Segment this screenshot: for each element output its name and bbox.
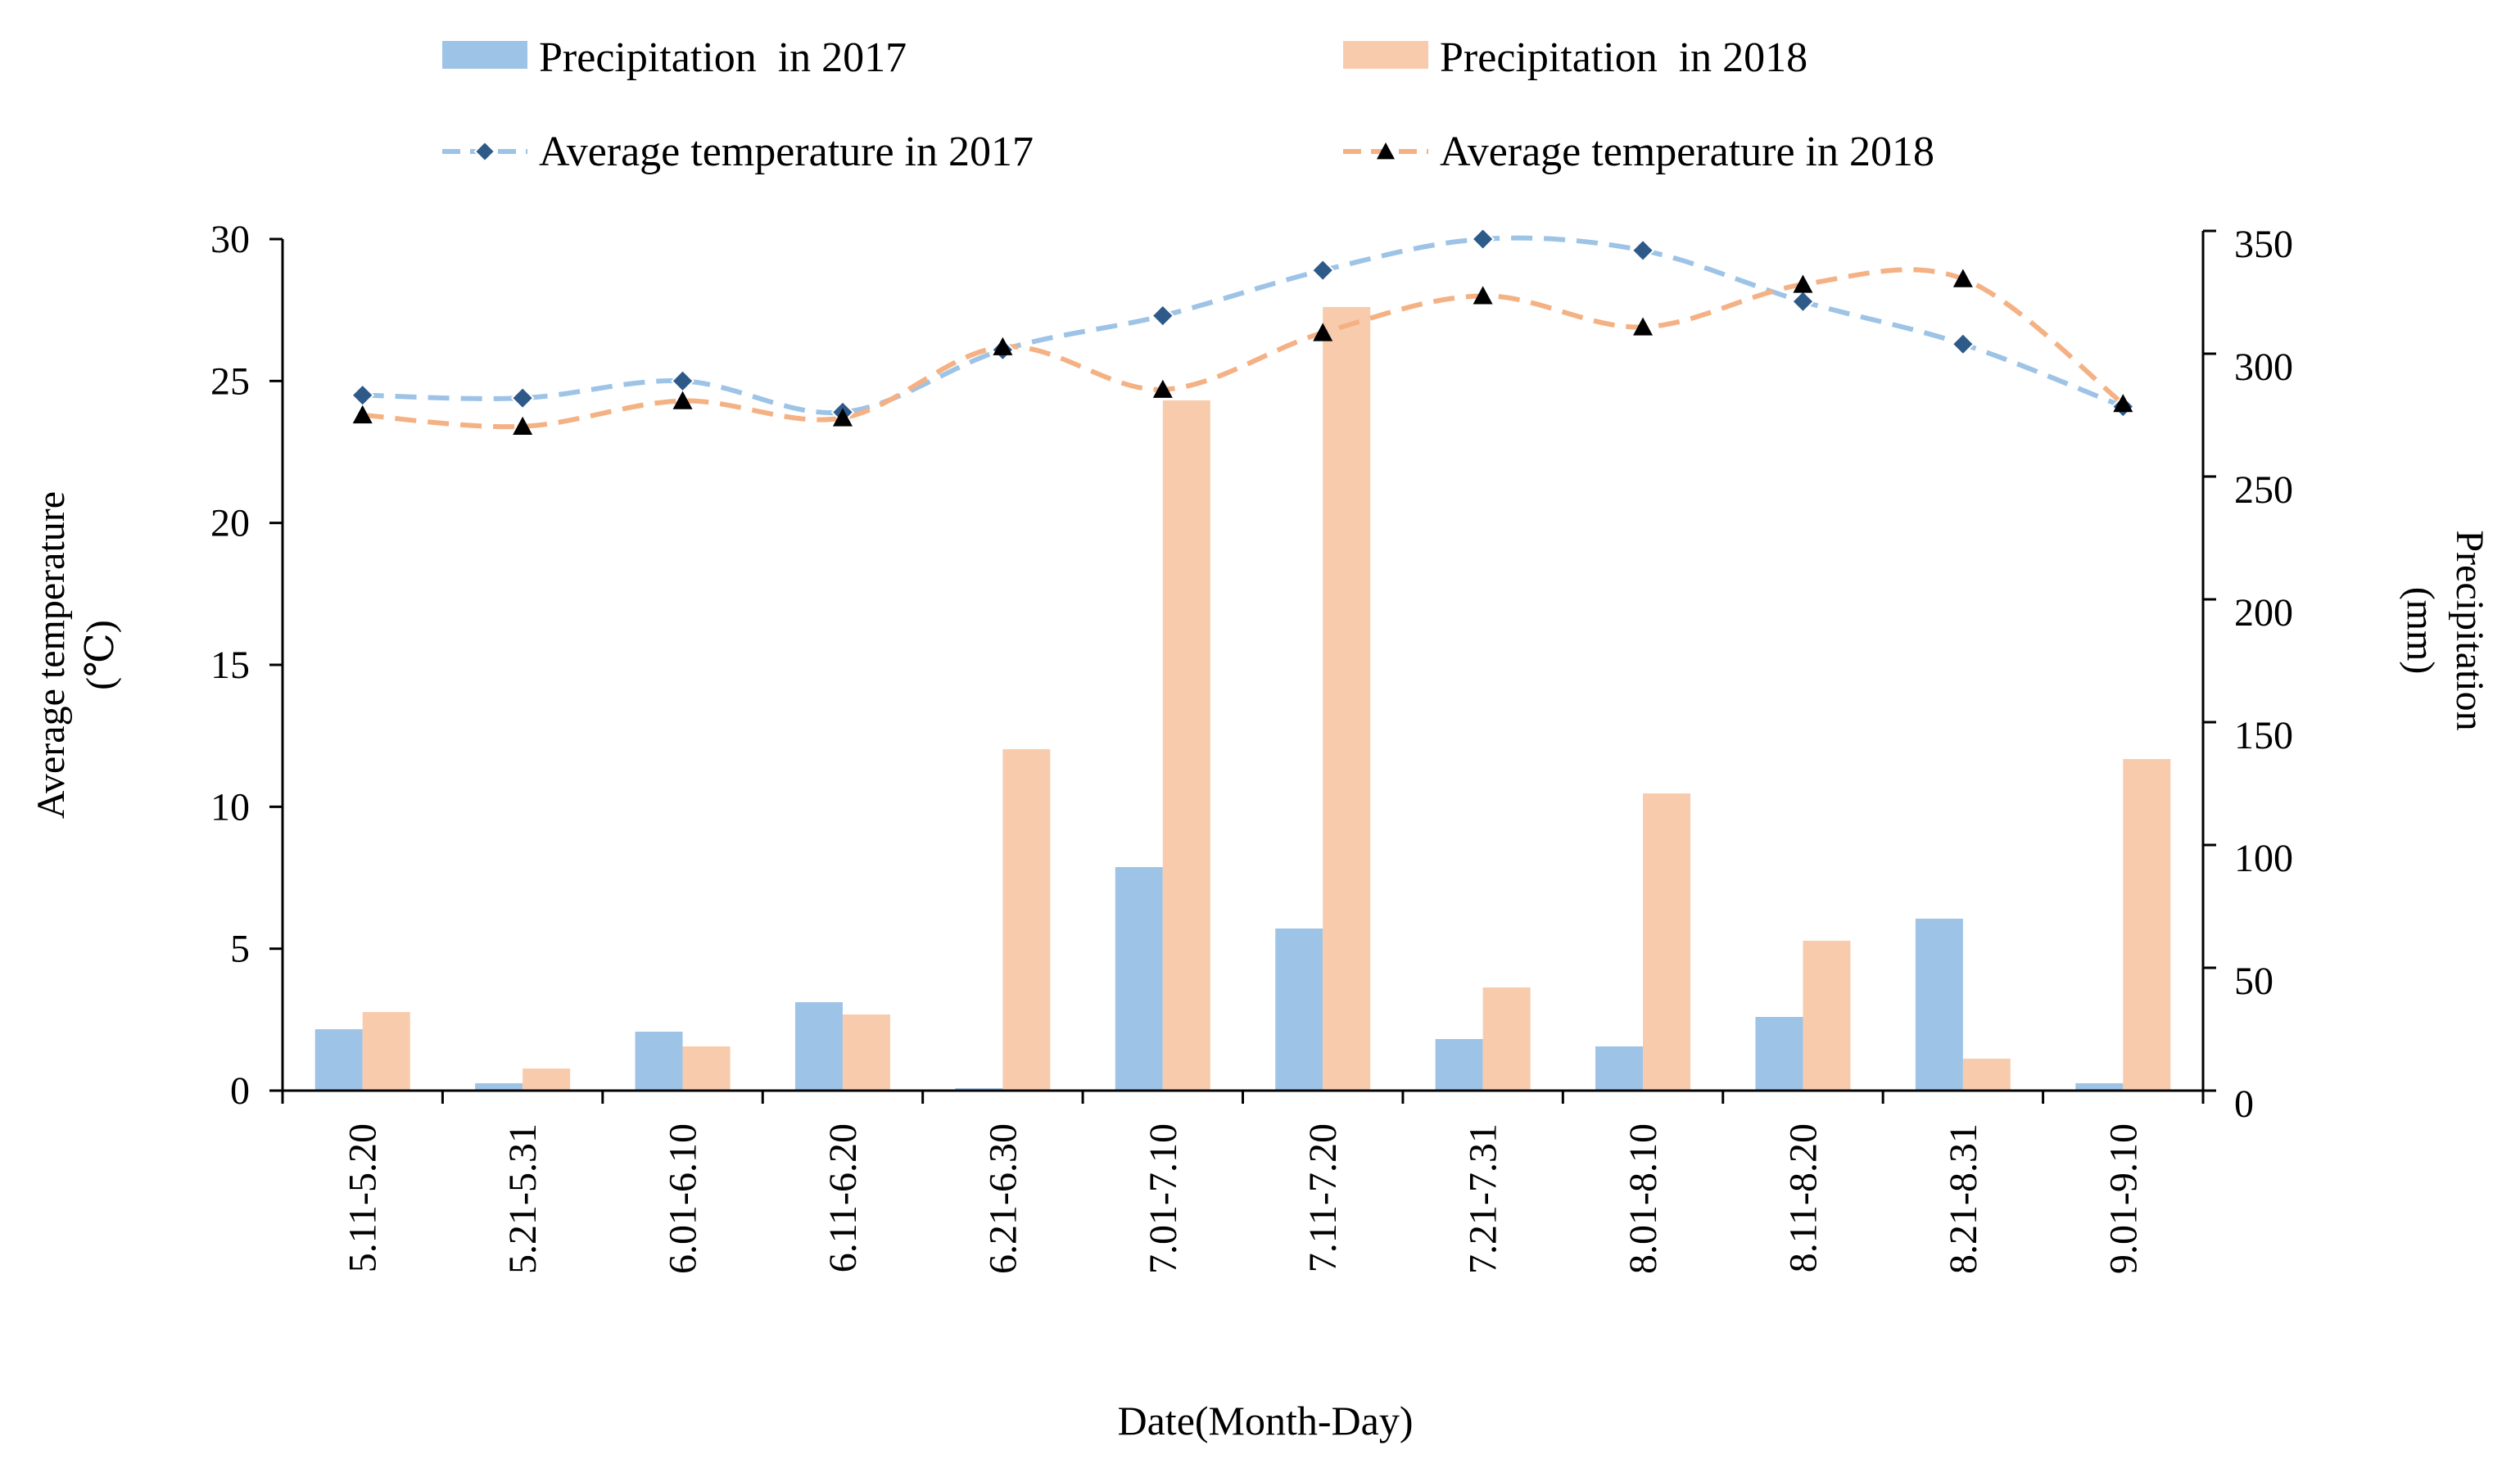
x-tick-label: 8.11-8.20	[1781, 1123, 1825, 1272]
legend-temp-2017-marker	[473, 140, 496, 163]
line-layer	[351, 227, 2135, 435]
legend-precip-2017-label: Precipitation in 2017	[539, 34, 907, 81]
x-axis-title: Date(Month-Day)	[1118, 1398, 1414, 1444]
point-2018-5.21-5.31	[513, 416, 533, 435]
x-tick-label: 6.21-6.30	[981, 1123, 1025, 1274]
point-2018-7.11-7.20	[1313, 323, 1333, 341]
right-tick-label: 50	[2234, 960, 2273, 1003]
bar-2017-7.11-7.20	[1275, 929, 1323, 1091]
right-tick-label: 200	[2234, 591, 2293, 635]
right-tick-label: 0	[2234, 1082, 2254, 1126]
legend-precip-2018-swatch	[1343, 41, 1428, 69]
bar-layer	[314, 307, 2171, 1091]
right-tick-label: 250	[2234, 468, 2293, 512]
point-2017-5.21-5.31	[510, 386, 535, 410]
point-2017-8.21-8.31	[1951, 332, 1975, 356]
point-2017-6.01-6.10	[671, 368, 694, 393]
point-2017-5.11-5.20	[351, 383, 375, 408]
point-2018-6.01-6.10	[672, 391, 693, 409]
point-2017-7.11-7.20	[1310, 258, 1335, 282]
point-2018-7.01-7.10	[1152, 379, 1173, 398]
bar-2018-6.01-6.10	[682, 1046, 731, 1091]
legend-precip-2017-swatch	[442, 41, 527, 69]
x-tick-label: 6.11-6.20	[821, 1123, 865, 1272]
x-tick-label: 6.01-6.10	[662, 1123, 705, 1274]
bar-2017-8.11-8.20	[1755, 1017, 1803, 1091]
x-tick-label: 7.01-7.10	[1142, 1123, 1185, 1274]
legend-temp-2017-label: Average temperature in 2017	[539, 129, 1034, 175]
bar-2018-5.11-5.20	[362, 1012, 410, 1091]
left-tick-label: 20	[210, 502, 250, 545]
bar-2018-7.11-7.20	[1323, 307, 1371, 1091]
x-tick-label: 7.11-7.20	[1301, 1123, 1345, 1272]
right-tick-label: 300	[2234, 346, 2293, 389]
x-tick-label: 5.11-5.20	[342, 1123, 385, 1272]
left-axis-title-line2: (℃)	[79, 620, 122, 690]
legend-precip-2018-label: Precipitation in 2018	[1440, 34, 1807, 81]
bar-2018-6.21-6.30	[1002, 749, 1051, 1091]
bar-2018-5.21-5.31	[523, 1069, 571, 1091]
left-tick-label: 25	[210, 359, 250, 403]
bar-2017-8.01-8.10	[1595, 1046, 1644, 1091]
right-axis-title-line1: Precipitation	[2448, 530, 2491, 730]
left-tick-label: 5	[230, 928, 250, 971]
point-2017-7.01-7.10	[1151, 304, 1175, 328]
x-tick-label: 5.21-5.31	[501, 1123, 545, 1274]
bar-2017-6.11-6.20	[794, 1002, 843, 1091]
right-tick-label: 150	[2234, 714, 2293, 757]
legend-temp-2018-label: Average temperature in 2018	[1440, 129, 1934, 175]
left-tick-label: 15	[210, 644, 250, 687]
bar-2017-6.01-6.10	[635, 1032, 683, 1091]
point-2017-8.11-8.20	[1791, 289, 1815, 314]
bar-2018-8.01-8.10	[1643, 793, 1691, 1091]
bar-2018-8.11-8.20	[1803, 941, 1851, 1091]
bar-2017-9.01-9.10	[2075, 1083, 2124, 1091]
point-2018-6.11-6.20	[832, 408, 853, 427]
legend: Precipitation in 2017 Precipitation in 20…	[442, 34, 1934, 175]
point-2018-7.21-7.31	[1473, 286, 1493, 305]
left-tick-label: 30	[210, 218, 250, 261]
x-tick-label: 9.01-9.10	[2102, 1123, 2145, 1274]
right-axis-title-line2: (mm)	[2399, 587, 2442, 675]
right-tick-label: 100	[2234, 837, 2293, 880]
point-2018-8.01-8.10	[1633, 317, 1654, 336]
bar-2018-8.21-8.31	[1962, 1059, 2011, 1091]
point-2018-5.11-5.20	[352, 404, 373, 424]
right-tick-label: 350	[2234, 223, 2293, 266]
bar-2017-7.01-7.10	[1115, 867, 1163, 1091]
line-2017	[362, 235, 2124, 416]
point-2017-8.01-8.10	[1631, 238, 1655, 263]
point-2018-6.21-6.30	[993, 337, 1013, 355]
left-axis-title-line1: Average temperature	[29, 491, 73, 819]
bar-2017-8.21-8.31	[1915, 919, 1963, 1091]
point-2017-7.21-7.31	[1471, 227, 1495, 251]
left-tick-label: 0	[230, 1069, 250, 1113]
bar-2018-7.21-7.31	[1482, 987, 1531, 1091]
point-2018-9.01-9.10	[2113, 394, 2133, 413]
bar-2017-5.11-5.20	[314, 1029, 363, 1091]
bar-2017-5.21-5.31	[475, 1083, 523, 1091]
bar-2018-9.01-9.10	[2123, 759, 2171, 1091]
point-2018-8.21-8.31	[1952, 269, 1973, 287]
point-2018-8.11-8.20	[1793, 274, 1813, 293]
x-tick-label: 7.21-7.31	[1462, 1123, 1505, 1274]
x-tick-label: 8.21-8.31	[1942, 1123, 1985, 1274]
bar-2018-7.01-7.10	[1162, 400, 1210, 1091]
left-tick-label: 10	[210, 785, 250, 829]
axes: 0510152025300501001502002503003505.11-5.…	[210, 218, 2293, 1274]
bar-2018-6.11-6.20	[842, 1014, 890, 1091]
x-tick-label: 8.01-8.10	[1622, 1123, 1665, 1274]
bar-2017-7.21-7.31	[1435, 1039, 1483, 1091]
legend-temp-2018-marker	[1377, 142, 1395, 160]
line-2018	[362, 267, 2125, 430]
